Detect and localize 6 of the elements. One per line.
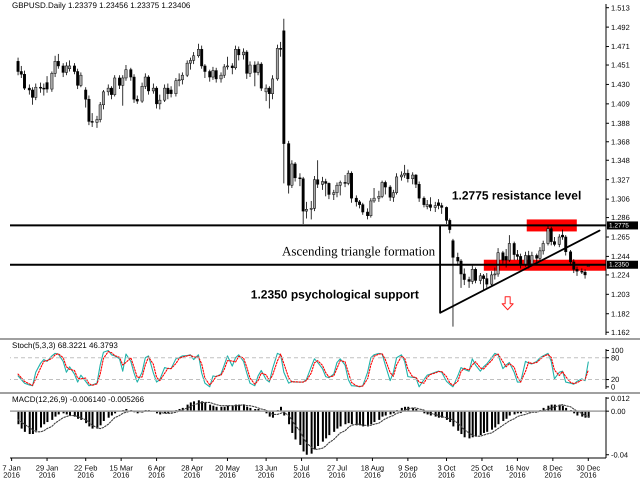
chart-title: Stoch(5,3,3) 68.3221 46.3793 bbox=[12, 341, 118, 350]
series-label: Ascending triangle formation bbox=[282, 243, 436, 258]
ref-line-label: 1.2350 psychological support bbox=[250, 288, 419, 302]
chart-title: GBPUSD.Daily 1.23379 1.23456 1.23375 1.23406 bbox=[12, 1, 190, 10]
ref-line-label: 1.2775 resistance level bbox=[452, 188, 582, 202]
chart-title: MACD(12,26,9) -0.006140 -0.005266 bbox=[12, 395, 144, 404]
